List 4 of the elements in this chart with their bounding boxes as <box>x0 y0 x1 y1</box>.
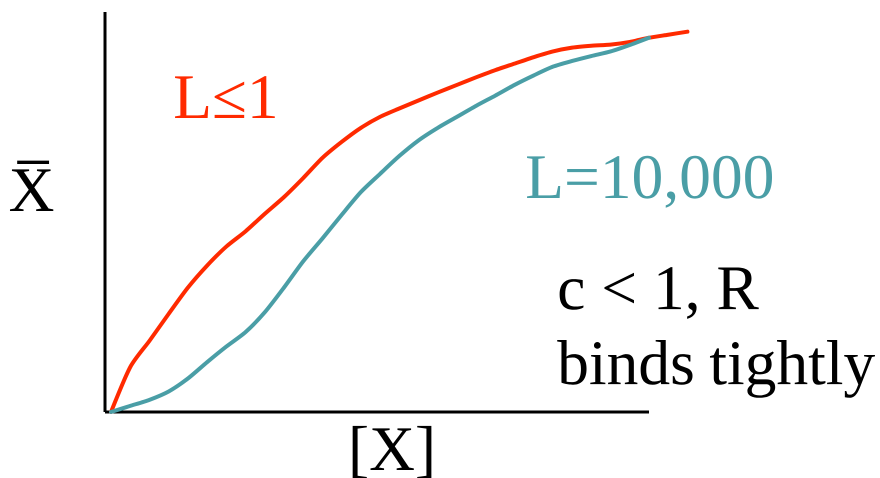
series-label: L≤1 <box>175 76 275 118</box>
series-label: L=10,000 <box>527 156 772 208</box>
annotation: c < 1, R binds tightly <box>557 267 875 398</box>
y-axis-title: X̅ <box>10 160 54 211</box>
